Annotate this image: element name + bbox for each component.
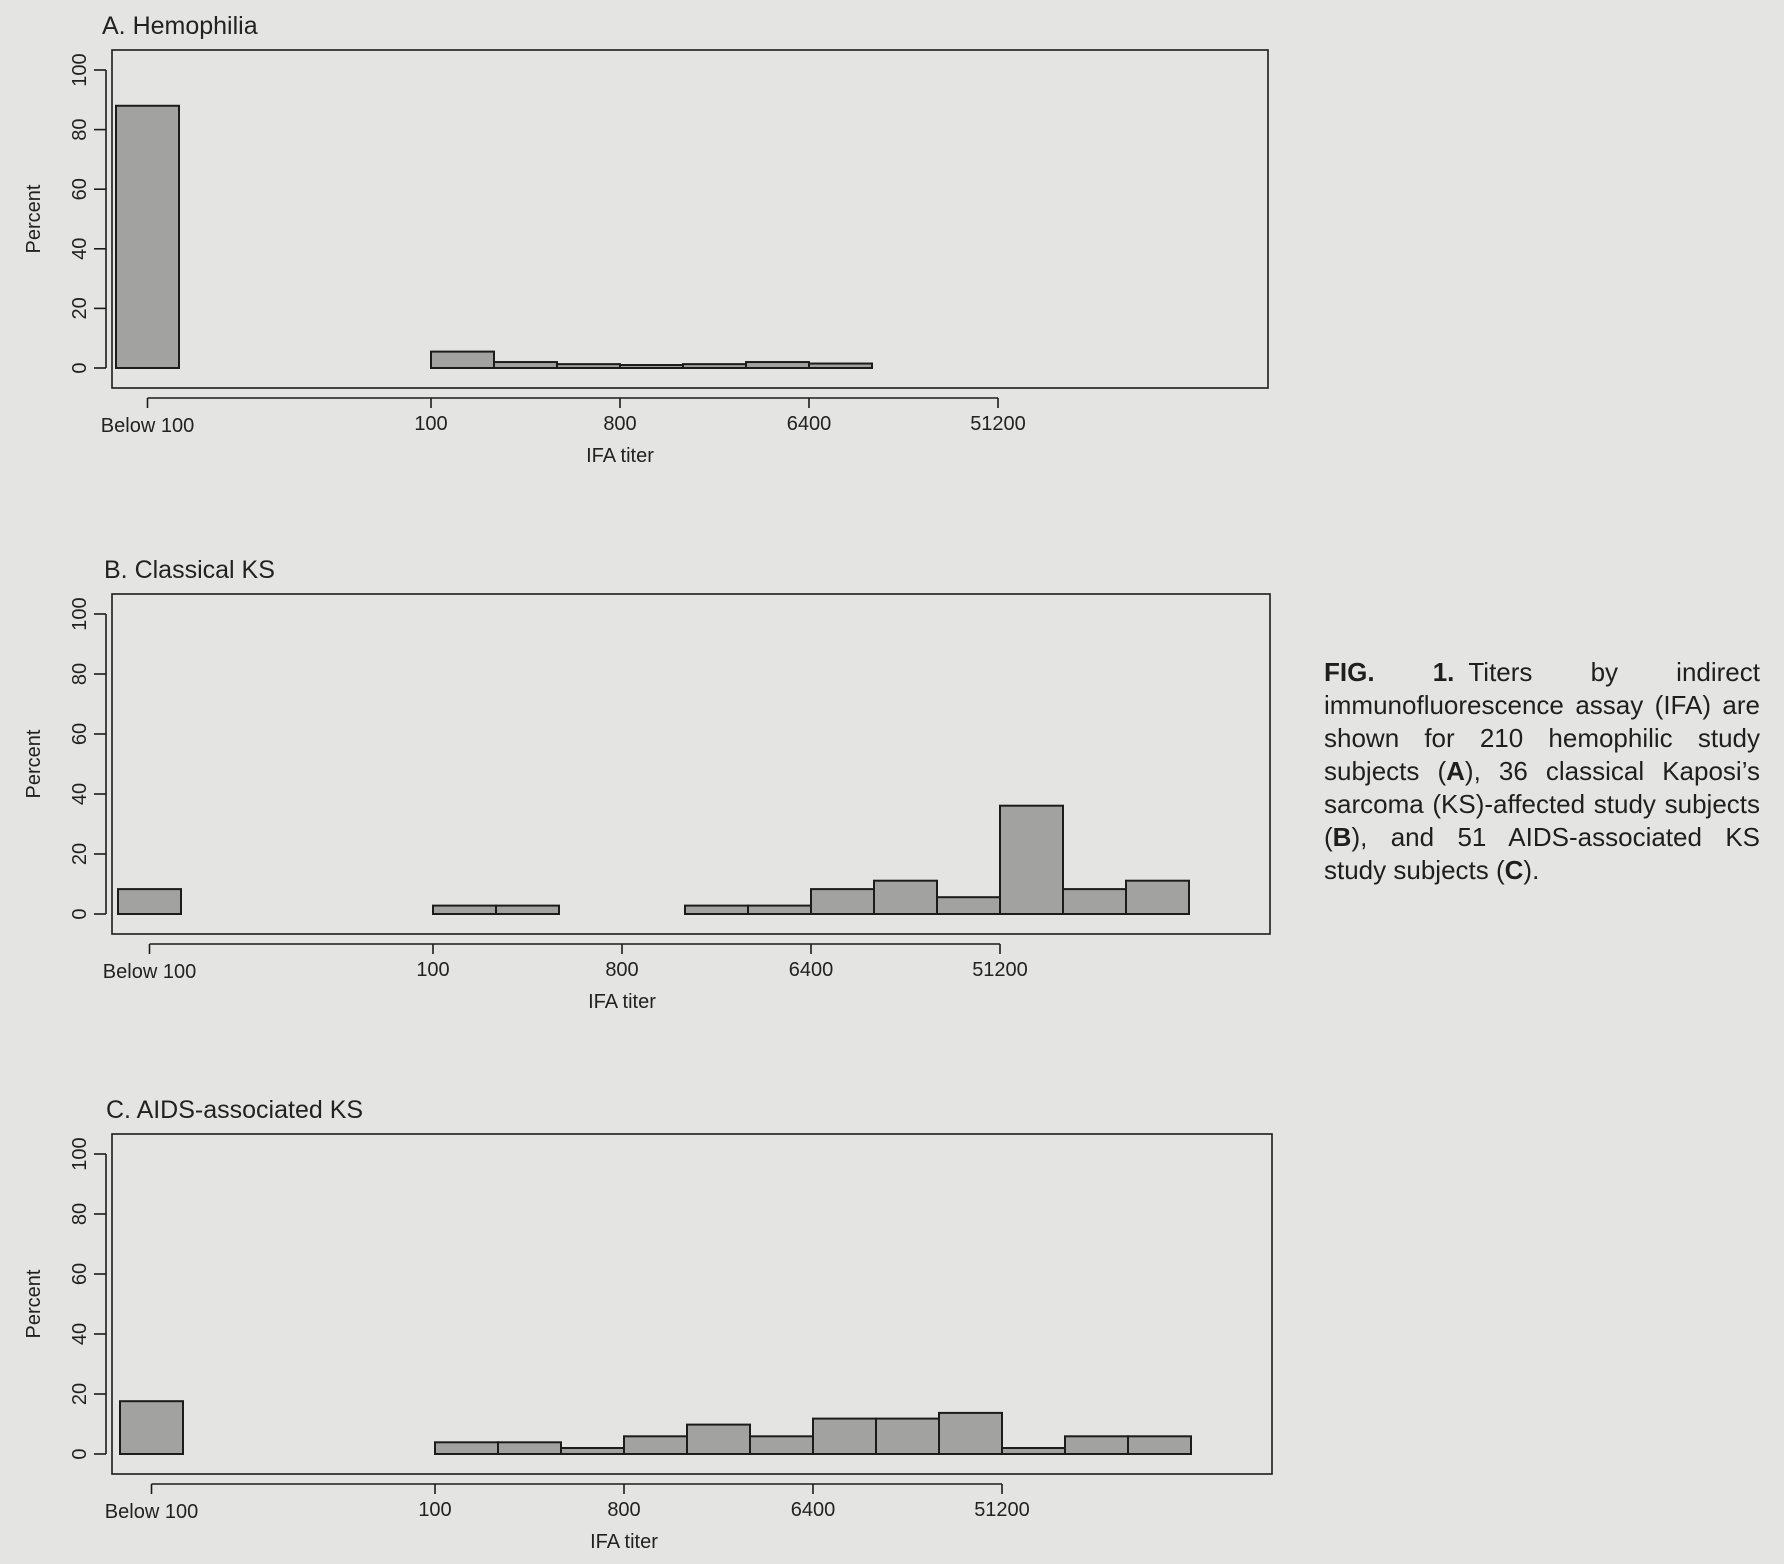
y-tick-label: 20 — [69, 843, 91, 865]
chart-title: A. Hemophilia — [102, 12, 258, 40]
bar — [873, 879, 938, 916]
y-tick-label: 0 — [69, 908, 91, 919]
chart-panel-b: B. Classical KS 0 20 40 60 80 100 Percent Below … — [23, 556, 1271, 1013]
bar — [434, 1441, 499, 1456]
caption-text-part: C — [1504, 855, 1524, 885]
caption-text-part: B — [1332, 822, 1352, 852]
plot-frame — [111, 593, 1271, 935]
caption-label: FIG. 1. — [1324, 657, 1455, 687]
bar — [556, 363, 621, 370]
x-axis-label: IFA titer — [588, 991, 656, 1013]
y-tick-label: 80 — [69, 118, 91, 140]
x-axis-label: IFA titer — [590, 1531, 658, 1553]
y-tick-label: 60 — [69, 723, 91, 745]
bar — [495, 904, 560, 915]
bar — [117, 888, 182, 915]
y-tick-label: 40 — [69, 783, 91, 805]
bar — [808, 362, 873, 369]
bar — [1127, 1435, 1192, 1456]
figure-caption: FIG. 1. Titers by indirect immunofluoresc… — [1324, 656, 1760, 887]
bar — [119, 1400, 184, 1455]
bar — [493, 361, 558, 370]
bar — [619, 364, 684, 369]
bar — [999, 804, 1064, 916]
chart-panel-c: C. AIDS-associated KS 0 20 40 60 80 100 Percent… — [23, 1096, 1273, 1553]
x-tick-label: 6400 — [791, 1499, 836, 1521]
bar — [497, 1441, 562, 1456]
bar — [810, 888, 875, 915]
bar — [684, 904, 749, 915]
x-axis-label: IFA titer — [586, 445, 654, 467]
x-tick-label: 100 — [416, 959, 449, 981]
bar — [875, 1417, 940, 1455]
chart-title: B. Classical KS — [104, 556, 275, 584]
y-tick-label: 0 — [69, 362, 91, 373]
x-tick-label: 100 — [418, 1499, 451, 1521]
bar — [432, 904, 497, 915]
y-tick-label: 20 — [69, 297, 91, 319]
x-tick-label: 51200 — [974, 1499, 1030, 1521]
bar — [115, 104, 180, 369]
caption-text-part: ), 36 classical Kaposi’s sarcoma (KS)-af… — [1324, 756, 1760, 852]
y-tick-label: 100 — [69, 1137, 91, 1170]
x-tick-label: 6400 — [789, 959, 834, 981]
caption-text-part: ), and 51 AIDS-associated KS study subje… — [1324, 822, 1760, 885]
y-tick-label: 0 — [69, 1448, 91, 1459]
y-tick-label: 60 — [69, 178, 91, 200]
bar — [430, 350, 495, 369]
bar — [1062, 888, 1127, 915]
bar — [686, 1423, 751, 1455]
plot-frame — [111, 49, 1269, 389]
y-axis-label: Percent — [23, 729, 45, 798]
x-tick-label: Below 100 — [103, 961, 196, 983]
x-tick-label: 51200 — [972, 959, 1028, 981]
bar — [623, 1435, 688, 1456]
x-tick-label: Below 100 — [105, 1501, 198, 1523]
x-tick-label: 51200 — [970, 413, 1026, 435]
x-tick-label: 800 — [607, 1499, 640, 1521]
y-axis-label: Percent — [23, 184, 45, 253]
caption-text-part: A — [1446, 756, 1465, 786]
y-tick-label: 100 — [69, 53, 91, 86]
chart-title: C. AIDS-associated KS — [106, 1096, 363, 1124]
y-axis-label: Percent — [23, 1269, 45, 1338]
y-tick-label: 100 — [69, 597, 91, 630]
y-tick-label: 40 — [69, 238, 91, 260]
y-tick-label: 60 — [69, 1263, 91, 1285]
bar — [1125, 879, 1190, 916]
bar — [1064, 1435, 1129, 1456]
caption-text-part: ). — [1523, 855, 1540, 885]
y-tick-label: 20 — [69, 1383, 91, 1405]
x-tick-label: Below 100 — [101, 415, 194, 437]
x-tick-label: 6400 — [787, 413, 832, 435]
x-tick-label: 100 — [414, 413, 447, 435]
bar — [812, 1417, 877, 1455]
caption-text-part: Titers by indirect immunofluorescence as… — [1324, 657, 1760, 786]
bar — [938, 1411, 1003, 1456]
y-tick-label: 40 — [69, 1323, 91, 1345]
bar — [682, 363, 747, 370]
bar — [1001, 1447, 1066, 1455]
x-tick-label: 800 — [603, 413, 636, 435]
bar — [936, 896, 1001, 916]
y-tick-label: 80 — [69, 1203, 91, 1225]
bar — [747, 904, 812, 915]
x-tick-label: 800 — [605, 959, 638, 981]
plot-frame — [111, 1133, 1273, 1475]
bar — [749, 1435, 814, 1456]
chart-panel-a: A. Hemophilia 0 20 40 60 80 100 Percent Below 10… — [23, 12, 1269, 467]
bar — [745, 361, 810, 370]
bar — [560, 1447, 625, 1455]
y-tick-label: 80 — [69, 663, 91, 685]
